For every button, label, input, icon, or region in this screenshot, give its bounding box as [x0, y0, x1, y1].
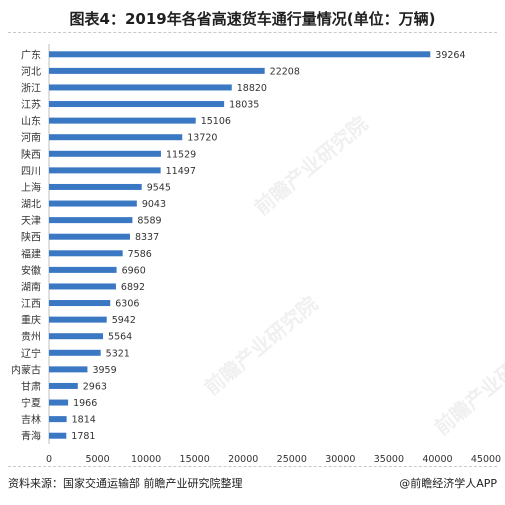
- bar: [49, 117, 196, 124]
- data-label: 6960: [122, 265, 146, 276]
- data-label: 7586: [128, 249, 152, 260]
- x-tick-label: 25000: [277, 454, 307, 465]
- data-label: 11529: [166, 149, 196, 160]
- bar: [49, 101, 225, 108]
- category-label: 湖北: [21, 199, 41, 211]
- data-label: 2963: [83, 381, 107, 392]
- x-tick-label: 40000: [422, 454, 452, 465]
- title-divider: [8, 32, 497, 33]
- category-label: 上海: [21, 181, 41, 194]
- chart-title: 图表4：2019年各省高速货车通行量情况(单位：万辆): [69, 10, 436, 28]
- bar: [49, 300, 111, 307]
- bar: [49, 382, 78, 389]
- category-label: 安徽: [21, 264, 41, 277]
- category-label: 福建: [21, 247, 41, 260]
- category-label: 河北: [21, 66, 41, 78]
- data-label: 9043: [142, 199, 166, 210]
- category-label: 湖南: [21, 280, 41, 293]
- footer: 资料来源：国家交通运输部 前瞻产业研究院整理 @前瞻经济学人APP: [8, 470, 497, 492]
- category-label: 河南: [21, 131, 41, 144]
- data-label: 39264: [435, 50, 465, 61]
- category-label: 四川: [21, 166, 41, 177]
- data-label: 6306: [115, 299, 139, 310]
- data-label: 9545: [147, 182, 171, 193]
- brand-credit: @前瞻经济学人APP: [399, 477, 497, 490]
- bar: [49, 266, 117, 273]
- bar: [49, 183, 142, 190]
- category-label: 浙江: [21, 82, 41, 94]
- data-label: 5321: [106, 348, 130, 359]
- category-label: 江西: [21, 298, 41, 310]
- bar: [49, 399, 69, 406]
- bar: [49, 233, 130, 240]
- category-label: 吉林: [21, 413, 41, 426]
- category-label: 宁夏: [21, 397, 41, 410]
- data-label: 6892: [121, 282, 145, 293]
- data-label: 22208: [270, 66, 300, 77]
- bar: [49, 333, 104, 340]
- bar: [49, 349, 101, 356]
- x-tick-label: 45000: [471, 454, 501, 465]
- x-tick-label: 35000: [374, 454, 404, 465]
- bar: [49, 67, 265, 74]
- bar: [49, 250, 123, 257]
- x-tick-label: 10000: [131, 454, 161, 465]
- x-tick-label: 20000: [228, 454, 258, 465]
- data-label: 8337: [135, 232, 159, 243]
- category-label: 陕西: [21, 148, 41, 161]
- data-label: 8589: [137, 216, 161, 227]
- bar: [49, 167, 161, 174]
- data-label: 18820: [237, 83, 267, 94]
- category-label: 重庆: [21, 314, 41, 327]
- category-label: 陕西: [21, 231, 41, 244]
- bar: [49, 283, 116, 290]
- bar: [49, 150, 161, 157]
- bar: [49, 134, 183, 141]
- category-label: 贵州: [21, 330, 41, 343]
- data-label: 1966: [73, 398, 97, 409]
- data-label: 11497: [166, 166, 196, 177]
- bar: [49, 432, 67, 439]
- bar: [49, 366, 88, 373]
- bar: [49, 316, 107, 323]
- category-label: 内蒙古: [11, 363, 41, 376]
- data-label: 13720: [187, 133, 217, 144]
- x-tick-label: 0: [46, 454, 52, 465]
- data-label: 1814: [72, 415, 96, 426]
- bar: [49, 416, 67, 423]
- x-tick-label: 5000: [85, 454, 109, 465]
- bar: [49, 84, 232, 91]
- data-label: 3959: [92, 365, 116, 376]
- data-label: 5942: [112, 315, 136, 326]
- data-label: 18035: [229, 100, 259, 111]
- x-tick-label: 30000: [325, 454, 355, 465]
- bar: [49, 217, 133, 224]
- category-label: 辽宁: [21, 347, 41, 360]
- category-label: 甘肃: [21, 380, 41, 393]
- category-label: 青海: [21, 430, 41, 443]
- footer-divider: [8, 466, 497, 467]
- category-label: 天津: [21, 215, 41, 227]
- source-note: 资料来源：国家交通运输部 前瞻产业研究院整理: [8, 477, 243, 490]
- category-label: 山东: [21, 115, 41, 128]
- data-label: 5564: [108, 332, 132, 343]
- bar-chart: 广东 39264 河北 22208 浙江 18820 江苏 18035 山东 15106 河南 137…: [11, 44, 501, 465]
- category-label: 江苏: [21, 98, 41, 111]
- bar: [49, 51, 431, 58]
- data-label: 15106: [201, 116, 231, 127]
- category-label: 广东: [21, 48, 41, 61]
- bar: [49, 200, 137, 207]
- x-tick-label: 15000: [180, 454, 210, 465]
- data-label: 1781: [71, 431, 95, 442]
